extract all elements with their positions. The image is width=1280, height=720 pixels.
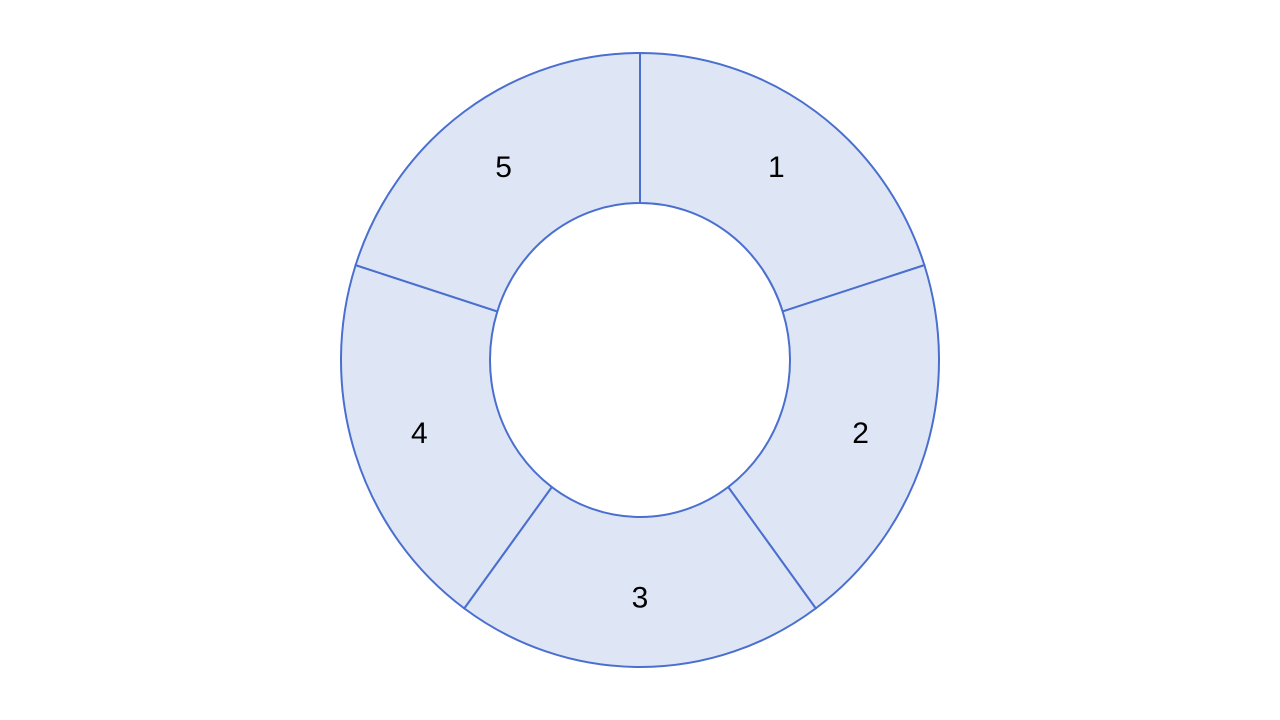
segment-label-5: 5 <box>495 151 512 184</box>
segment-label-3: 3 <box>632 582 649 615</box>
segments-layer <box>341 53 939 667</box>
segment-label-1: 1 <box>768 151 785 184</box>
segment-label-2: 2 <box>852 417 869 450</box>
segment-label-4: 4 <box>411 417 428 450</box>
